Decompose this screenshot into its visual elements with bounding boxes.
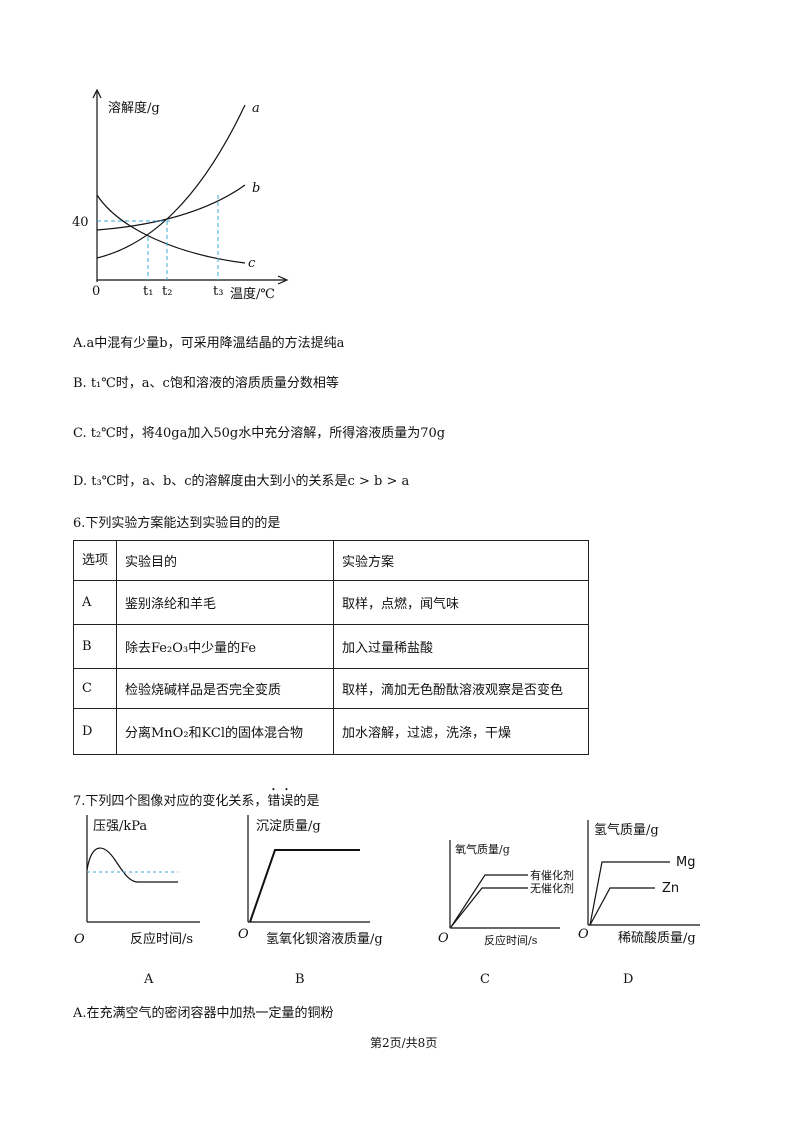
cell: 除去Fe₂O₃中少量的Fe xyxy=(116,624,334,669)
table-row: A 鉴别涤纶和羊毛 取样，点燃，闻气味 xyxy=(73,580,589,625)
cell: C xyxy=(73,668,117,709)
axis-label: 沉淀质量/g xyxy=(256,819,321,834)
cell: 选项 xyxy=(73,540,117,581)
option: C. t₂℃时，将40ga加入50g水中充分溶解，所得溶液质量为70g xyxy=(73,426,446,441)
curve-label: c xyxy=(248,256,256,271)
caption: D xyxy=(623,972,633,987)
axis-label: 温度/℃ xyxy=(230,286,275,302)
cell: 加水溶解，过滤，洗涤，干燥 xyxy=(333,708,589,755)
cell: B xyxy=(73,624,117,669)
axis-label: 压强/kPa xyxy=(93,819,147,834)
option: B. t₁℃时，a、c饱和溶液的溶质质量分数相等 xyxy=(73,376,339,391)
text: 7.下列四个图像对应的变化关系， xyxy=(73,794,268,809)
text: 的是 xyxy=(293,794,320,809)
curve-label: a xyxy=(252,101,260,116)
axis-label: 氧气质量/g xyxy=(455,842,510,856)
table-row: C 检验烧碱样品是否完全变质 取样，滴加无色酚酞溶液观察是否变色 xyxy=(73,668,589,709)
cell: 实验目的 xyxy=(116,540,334,581)
cell: 鉴别涤纶和羊毛 xyxy=(116,580,334,625)
cell: 实验方案 xyxy=(333,540,589,581)
table: 选项 实验目的 实验方案 A 鉴别涤纶和羊毛 取样，点燃，闻气味 B 除去Fe₂O₃中少… xyxy=(73,540,589,755)
question-stem: 6.下列实验方案能达到实验目的的是 xyxy=(73,516,281,531)
caption: B xyxy=(295,972,305,987)
origin: O xyxy=(238,927,249,942)
origin: 0 xyxy=(92,284,100,299)
cell: 加入过量稀盐酸 xyxy=(333,624,589,669)
option: A.在充满空气的密闭容器中加热一定量的铜粉 xyxy=(73,1006,334,1021)
tick-label: t₂ xyxy=(162,284,172,299)
tick-label: 40 xyxy=(72,215,89,230)
option: A.a中混有少量b，可采用降温结晶的方法提纯a xyxy=(73,336,345,351)
table-header: 选项 实验目的 实验方案 xyxy=(73,540,589,581)
axis-label: 氢气质量/g xyxy=(594,822,659,838)
table-row: B 除去Fe₂O₃中少量的Fe 加入过量稀盐酸 xyxy=(73,624,589,669)
axis-label: 稀硫酸质量/g xyxy=(618,931,696,946)
cell: D xyxy=(73,708,117,755)
question-stem: 7.下列四个图像对应的变化关系，错误的是 xyxy=(73,786,319,809)
axis-label: 反应时间/s xyxy=(130,931,193,947)
origin: O xyxy=(438,931,449,946)
line-label: 无催化剂 xyxy=(530,881,574,895)
cell: 取样，点燃，闻气味 xyxy=(333,580,589,625)
line-label: Mg xyxy=(676,855,695,870)
tick-label: t₁ xyxy=(143,284,153,299)
curve-label: b xyxy=(252,181,260,196)
emphasis: 错误 xyxy=(267,794,294,809)
caption: A xyxy=(143,972,154,987)
cell: 取样，滴加无色酚酞溶液观察是否变色 xyxy=(333,668,589,709)
tick-label: t₃ xyxy=(213,284,223,299)
line-label: 有催化剂 xyxy=(530,868,574,882)
option: D. t₃℃时，a、b、c的溶解度由大到小的关系是c > b > a xyxy=(73,474,410,489)
axis-label: 反应时间/s xyxy=(484,933,538,947)
caption: C xyxy=(480,972,490,987)
cell: 检验烧碱样品是否完全变质 xyxy=(116,668,334,709)
axis-label: 氢氧化钡溶液质量/g xyxy=(266,932,383,947)
origin: O xyxy=(578,927,589,942)
origin: O xyxy=(74,932,85,947)
cell: 分离MnO₂和KCl的固体混合物 xyxy=(116,708,334,755)
footer: 第2页/共8页 xyxy=(370,1036,438,1050)
table-row: D 分离MnO₂和KCl的固体混合物 加水溶解，过滤，洗涤，干燥 xyxy=(73,708,589,755)
line-label: Zn xyxy=(662,881,679,896)
axis-label: 溶解度/g xyxy=(108,100,160,116)
cell: A xyxy=(73,580,117,625)
